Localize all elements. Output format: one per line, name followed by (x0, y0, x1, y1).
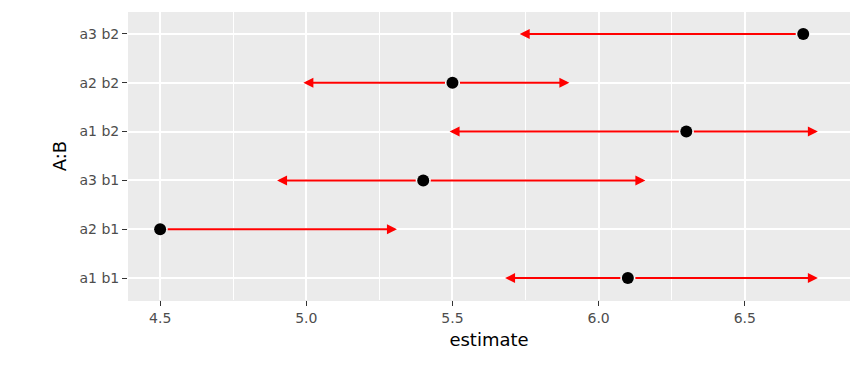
svg-text:A:B: A:B (49, 141, 70, 171)
svg-text:a2 b1: a2 b1 (79, 221, 119, 237)
svg-text:a3 b2: a3 b2 (79, 26, 119, 42)
svg-text:5.0: 5.0 (295, 310, 317, 326)
svg-text:a3 b1: a3 b1 (79, 172, 119, 188)
svg-text:5.5: 5.5 (441, 310, 463, 326)
svg-text:a2 b2: a2 b2 (79, 75, 119, 91)
svg-text:6.0: 6.0 (587, 310, 609, 326)
svg-text:a1 b1: a1 b1 (79, 270, 119, 286)
svg-text:6.5: 6.5 (734, 310, 756, 326)
svg-text:4.5: 4.5 (149, 310, 171, 326)
svg-text:a1 b2: a1 b2 (79, 123, 119, 139)
svg-text:estimate: estimate (449, 329, 528, 350)
